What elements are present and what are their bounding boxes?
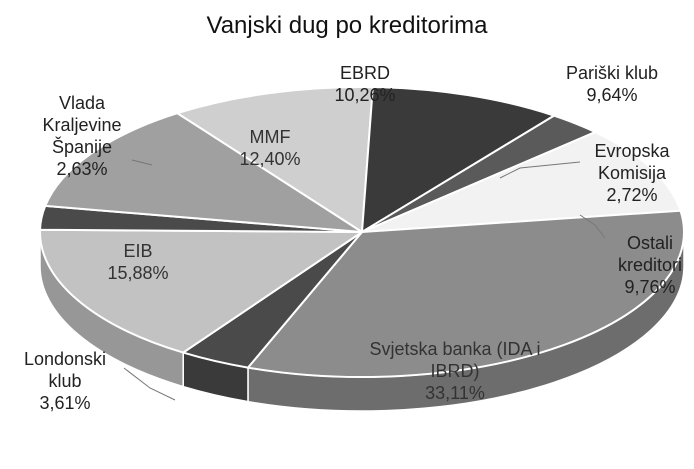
value-label: 3,61% [39,393,91,413]
slice [43,112,363,233]
chart-title: Vanjski dug po kreditorima [206,12,488,39]
value-label: 2,72% [606,185,658,205]
slice-label: MMF 12,40% [220,126,320,170]
leader-line [499,161,581,179]
category-label: Londonski klub [23,349,107,391]
slice [360,86,557,234]
slice-label: EBRD 10,26% [305,62,425,106]
slices [39,86,685,412]
category-label: Evropska Komisija [594,141,670,183]
slice-label: Evropska Komisija 2,72% [582,140,682,206]
slice-label: EIB 15,88% [88,240,188,284]
value-label: 9,76% [624,277,676,297]
slice-label: Pariški klub 9,64% [552,62,672,106]
top-faces [39,86,685,378]
slice [174,86,374,234]
value-label: 10,26% [334,85,396,105]
value-label: 33,11% [425,383,485,403]
category-label: EIB [123,241,153,261]
category-label: Pariški klub [565,63,659,83]
category-label: Vlada Kraljevine Španije [42,93,122,157]
slice-label: Vlada Kraljevine Španije 2,63% [27,92,137,180]
leader-line [579,214,606,239]
slice [361,130,682,233]
slice-label: Svjetska banka (IDA i IBRD) 33,11% [350,338,560,404]
slice-label: Londonski klub 3,61% [10,348,120,414]
slice-label: Ostali kreditori 9,76% [605,232,694,298]
category-label: MMF [249,127,291,147]
slice [246,209,685,378]
category-label: Svjetska banka (IDA i IBRD) [369,339,541,381]
category-label: Ostali kreditori [617,233,683,275]
value-label: 2,63% [56,159,108,179]
leader-line [131,159,153,166]
leader-lines [123,159,606,401]
value-label: 15,88% [107,263,169,283]
category-label: EBRD [339,63,390,83]
leader-line [123,367,176,401]
value-label: 9,64% [586,85,638,105]
slice [39,228,366,354]
value-label: 12,40% [239,149,301,169]
